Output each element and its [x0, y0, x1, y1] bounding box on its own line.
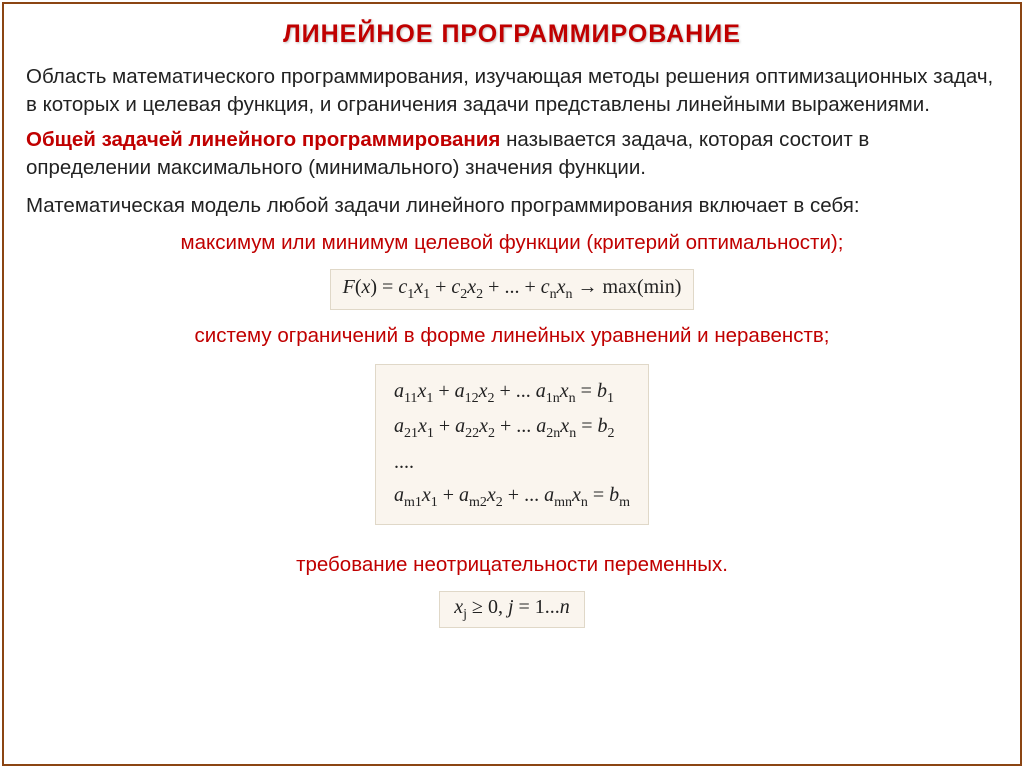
definition-term: Общей задачей линейного программирования [26, 128, 500, 151]
formula-nonneg: xj ≥ 0, j = 1...n [439, 591, 585, 628]
formula-objective: F(x) = c1x1 + c2x2 + ... + cnxn → max(mi… [330, 269, 695, 310]
formula-constraints: a11x1 + a12x2 + ... a1nxn = b1 a21x1 + a… [375, 364, 649, 524]
bullet-nonneg: требование неотрицательности переменных. [26, 553, 998, 577]
model-paragraph: Математическая модель любой задачи линей… [26, 192, 998, 220]
bullet-objective: максимум или минимум целевой функции (кр… [26, 231, 998, 255]
intro-paragraph: Область математического программирования… [26, 63, 998, 118]
slide-frame: ЛИНЕЙНОЕ ПРОГРАММИРОВАНИЕ Область матема… [2, 2, 1022, 766]
definition-paragraph: Общей задачей линейного программирования… [26, 126, 998, 181]
bullet-constraints: систему ограничений в форме линейных ура… [26, 324, 998, 348]
slide-title: ЛИНЕЙНОЕ ПРОГРАММИРОВАНИЕ [26, 20, 998, 49]
